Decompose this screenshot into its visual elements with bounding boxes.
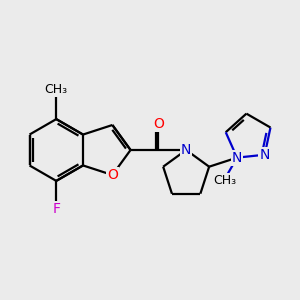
Text: N: N — [260, 148, 270, 162]
Text: CH₃: CH₃ — [45, 83, 68, 96]
Text: CH₃: CH₃ — [214, 174, 237, 187]
Text: F: F — [52, 202, 60, 216]
Text: N: N — [181, 143, 191, 157]
Text: O: O — [153, 117, 164, 131]
Text: O: O — [107, 168, 118, 182]
Text: N: N — [232, 151, 242, 165]
